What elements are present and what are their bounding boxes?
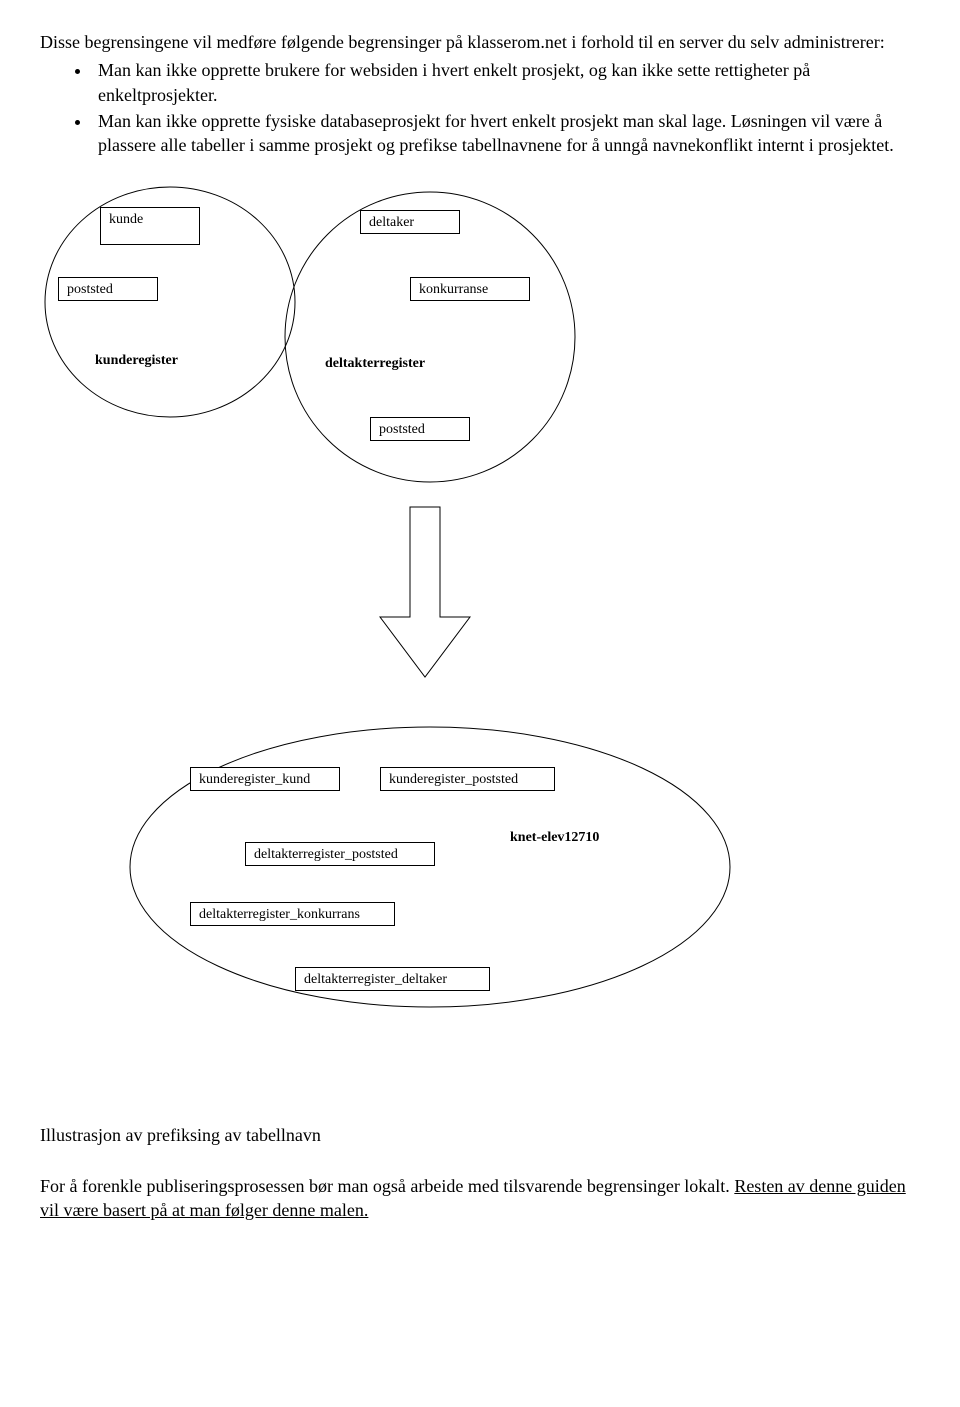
label-deltakterregister: deltakterregister — [325, 355, 425, 374]
box-label: deltaker — [369, 214, 414, 233]
illustration-caption: Illustrasjon av prefiksing av tabellnavn — [40, 1123, 920, 1147]
box-deltaker: deltaker — [360, 210, 460, 234]
box-deltakterregister-deltaker: deltakterregister_deltaker — [295, 967, 490, 991]
intro-paragraph: Disse begrensingene vil medføre følgende… — [40, 30, 920, 54]
label-knet-elev: knet-elev12710 — [510, 829, 599, 848]
box-label: kunde — [109, 211, 143, 230]
box-label: deltakterregister_konkurrans — [199, 906, 360, 925]
closing-plain: For å forenkle publiseringsprosessen bør… — [40, 1176, 734, 1196]
bullet-list: Man kan ikke opprette brukere for websid… — [40, 58, 920, 157]
box-kunderegister-poststed: kunderegister_poststed — [380, 767, 555, 791]
box-label: kunderegister_kund — [199, 771, 310, 790]
closing-paragraph: For å forenkle publiseringsprosessen bør… — [40, 1174, 920, 1223]
box-kunderegister-kund: kunderegister_kund — [190, 767, 340, 791]
box-deltakterregister-konkurrans: deltakterregister_konkurrans — [190, 902, 395, 926]
box-poststed-1: poststed — [58, 277, 158, 301]
box-label: kunderegister_poststed — [389, 771, 518, 790]
label-kunderegister: kunderegister — [95, 352, 178, 371]
box-label: poststed — [379, 421, 425, 440]
bullet-item: Man kan ikke opprette brukere for websid… — [92, 58, 920, 107]
arrow-down — [380, 507, 470, 677]
prefix-diagram: kunde poststed deltaker konkurranse post… — [40, 177, 920, 1107]
box-label: poststed — [67, 281, 113, 300]
box-label: deltakterregister_poststed — [254, 846, 398, 865]
box-label: deltakterregister_deltaker — [304, 971, 447, 990]
box-poststed-2: poststed — [370, 417, 470, 441]
box-konkurranse: konkurranse — [410, 277, 530, 301]
box-deltakterregister-poststed: deltakterregister_poststed — [245, 842, 435, 866]
box-kunde: kunde — [100, 207, 200, 245]
box-label: konkurranse — [419, 281, 488, 300]
bullet-item: Man kan ikke opprette fysiske databasepr… — [92, 109, 920, 158]
